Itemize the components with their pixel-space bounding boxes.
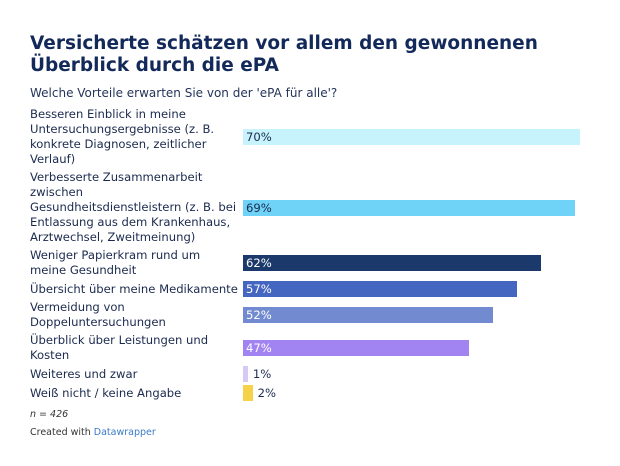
- category-label: Übersicht über meine Medikamente: [30, 281, 238, 296]
- bar: [243, 385, 253, 401]
- category-label: Weiteres und zwar: [30, 366, 138, 381]
- credit: Created with Datawrapper: [30, 427, 156, 438]
- value-label: 52%: [246, 308, 272, 322]
- bar-track: 57%: [243, 281, 590, 297]
- bar-track: 62%: [243, 255, 590, 271]
- bar: [243, 281, 518, 297]
- bar-row: Weiteres und zwar 1%: [30, 366, 590, 382]
- chart-title: Versicherte schätzen vor allem den gewon…: [30, 33, 538, 76]
- bar: [243, 255, 542, 271]
- bar: [243, 129, 580, 145]
- value-label: 47%: [246, 341, 272, 355]
- category-label: Weniger Papierkram rund um meine Gesundh…: [30, 248, 201, 277]
- bar-row: Übersicht über meine Medikamente 57%: [30, 281, 590, 297]
- bar-track: 47%: [243, 340, 590, 356]
- value-label: 57%: [246, 282, 272, 296]
- category-label: Verbesserte Zusammenarbeit zwischen Gesu…: [30, 170, 237, 244]
- bar-chart: Besseren Einblick in meine Untersuchungs…: [30, 107, 590, 404]
- category-label: Weiß nicht / keine Angabe: [30, 385, 182, 400]
- category-label: Überblick über Leistungen und Kosten: [30, 333, 209, 362]
- credit-prefix: Created with: [30, 427, 94, 438]
- bar: [243, 199, 576, 216]
- bar-row: Weniger Papierkram rund um meine Gesundh…: [30, 248, 590, 278]
- sample-size-note: n = 426: [30, 409, 69, 420]
- bar: [243, 307, 494, 323]
- category-label: Besseren Einblick in meine Untersuchungs…: [30, 107, 215, 166]
- bar-track: 2%: [243, 385, 590, 401]
- datawrapper-link[interactable]: Datawrapper: [93, 427, 156, 438]
- bar-track: 1%: [243, 366, 590, 382]
- value-label: 69%: [246, 200, 272, 215]
- bar-row: Besseren Einblick in meine Untersuchungs…: [30, 107, 590, 167]
- chart-subtitle: Welche Vorteile erwarten Sie von der 'eP…: [30, 86, 338, 100]
- bar-row: Überblick über Leistungen und Kosten 47%: [30, 333, 590, 363]
- bar-row: Vermeidung von Doppeluntersuchungen 52%: [30, 300, 590, 330]
- bar-track: 70%: [243, 129, 590, 145]
- category-label: Vermeidung von Doppeluntersuchungen: [30, 300, 166, 329]
- value-label: 62%: [246, 256, 272, 270]
- value-label: 2%: [257, 386, 277, 400]
- bar-track: 69%: [243, 199, 590, 216]
- value-label: 1%: [252, 367, 272, 381]
- bar-track: 52%: [243, 307, 590, 323]
- value-label: 70%: [246, 130, 272, 144]
- bar: [243, 340, 470, 356]
- bar: [243, 366, 248, 382]
- bar-row: Verbesserte Zusammenarbeit zwischen Gesu…: [30, 170, 590, 245]
- bar-row: Weiß nicht / keine Angabe 2%: [30, 385, 590, 401]
